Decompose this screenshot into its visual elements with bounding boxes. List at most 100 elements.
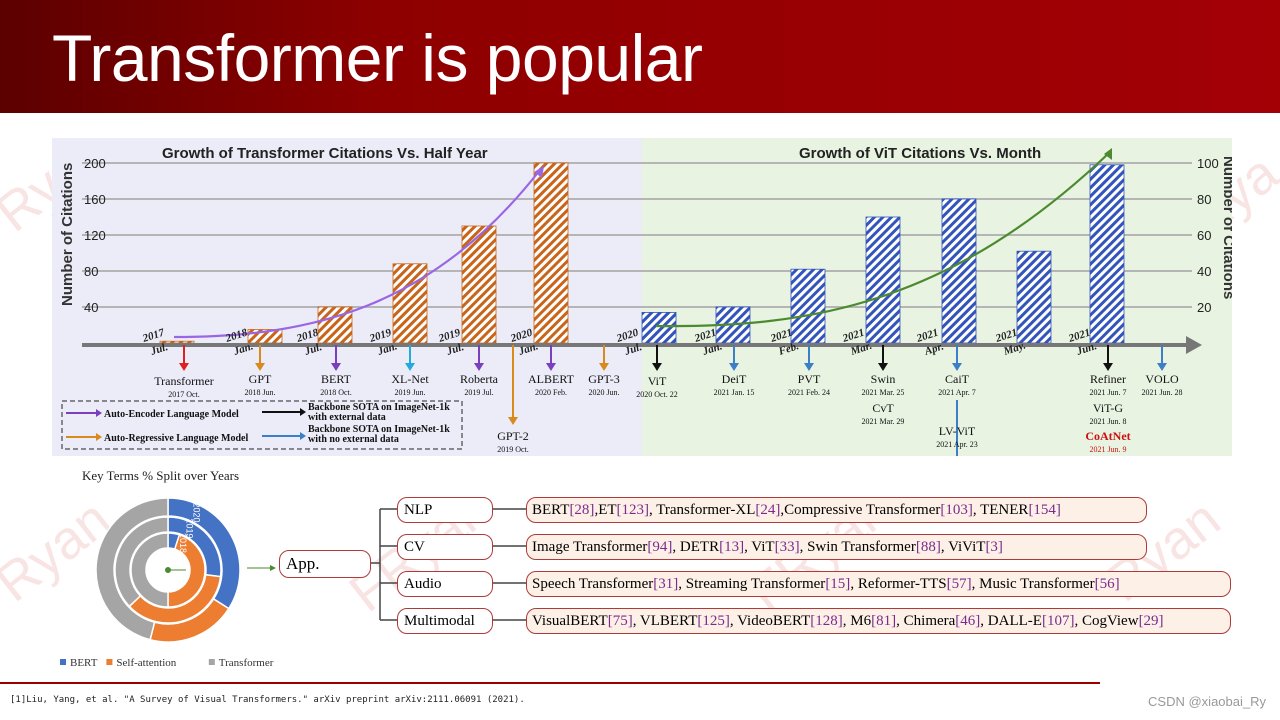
model-name-label: ALBERT	[528, 372, 575, 386]
app-item-text: , Transformer-XL	[649, 502, 756, 518]
model-date-label: 2020 Jun.	[588, 388, 619, 397]
app-item-text: , Swin Transformer	[799, 539, 916, 555]
legend-arrowhead	[96, 433, 102, 441]
model-name-label: XL-Net	[391, 372, 429, 386]
model-arrowhead	[1157, 363, 1167, 371]
app-item-text: , CogView	[1074, 613, 1139, 629]
right-trend-curve	[655, 151, 1111, 328]
app-item-text: ,Compressive Transformer	[780, 502, 941, 518]
legend-label: Auto-Regressive Language Model	[104, 433, 248, 444]
model-arrowhead	[1103, 363, 1113, 371]
model-name-label: CvT	[872, 401, 894, 415]
title-bar: Transformer is popular	[0, 0, 1280, 113]
legend-label: Backbone SOTA on ImageNet-1k with externa…	[308, 402, 450, 423]
right-chart-background	[642, 138, 1232, 456]
right-bar	[1016, 250, 1052, 344]
y-tick-label-right: 60	[1197, 228, 1211, 243]
app-item-text: Speech Transformer	[532, 576, 654, 592]
model-date-label: 2019 Oct.	[497, 445, 529, 454]
citation-ref: [13]	[719, 539, 745, 555]
y-tick-label-left: 40	[84, 300, 98, 315]
y-tick-label-left: 160	[84, 192, 106, 207]
model-arrowhead	[255, 363, 265, 371]
left-trend-arrowhead	[534, 166, 544, 178]
app-item-text: , Chimera	[896, 613, 956, 629]
y-axis-label-left: Number of Citations	[59, 163, 76, 306]
model-arrowhead	[952, 363, 962, 371]
citation-ref: [103]	[940, 502, 973, 518]
legend-arrowhead	[300, 432, 306, 440]
model-arrowhead	[179, 363, 189, 371]
left-trend-curve	[173, 169, 541, 339]
model-date-label: 2018 Oct.	[320, 388, 352, 397]
model-arrowhead	[804, 363, 814, 371]
donut-ring-label: 2018	[178, 533, 188, 553]
citation-ref: [15]	[825, 576, 851, 592]
page-title: Transformer is popular	[52, 21, 703, 95]
donut-legend-swatch	[60, 659, 66, 665]
citation-ref: [125]	[697, 613, 730, 629]
donut-legend-swatch	[106, 659, 113, 665]
citation-ref: [81]	[871, 613, 897, 629]
left-bar	[461, 225, 497, 344]
left-chart-title: Growth of Transformer Citations Vs. Half…	[162, 145, 488, 162]
app-category-cv: CV	[397, 534, 493, 560]
app-item-text: , DALL-E	[980, 613, 1042, 629]
y-tick-label-right: 100	[1197, 156, 1219, 171]
model-arrowhead	[546, 363, 556, 371]
model-name-label: CoAtNet	[1085, 429, 1130, 443]
citation-ref: [33]	[774, 539, 800, 555]
model-name-label: GPT-3	[588, 372, 620, 386]
model-arrowhead	[599, 363, 609, 371]
citation-ref: [31]	[653, 576, 679, 592]
app-item-text: VisualBERT	[532, 613, 608, 629]
key-terms-donut-panel: Key Terms % Split over Years 2020 2019 201…	[52, 468, 352, 678]
donut-segment	[114, 516, 169, 608]
left-bar	[533, 162, 569, 344]
donut-ring-label: 2019	[185, 518, 195, 538]
right-trend-arrowhead	[1104, 148, 1112, 160]
footer-divider	[0, 682, 1100, 684]
app-category-nlp: NLP	[397, 497, 493, 523]
citation-ref: [107]	[1041, 613, 1075, 629]
donut-legend-swatch	[208, 659, 215, 665]
citation-ref: [3]	[985, 539, 1003, 555]
donut-legend-label: BERT	[70, 657, 98, 669]
citation-ref: [123]	[616, 502, 650, 518]
y-tick-label-right: 80	[1197, 192, 1211, 207]
citation-ref: [75]	[607, 613, 633, 629]
donut-title: Key Terms % Split over Years	[82, 468, 240, 483]
model-arrowhead	[652, 363, 662, 371]
legend-arrowhead	[96, 409, 102, 417]
citation-ref: [28]	[569, 502, 595, 518]
app-item-text: , M6	[842, 613, 872, 629]
right-bar	[641, 311, 677, 344]
app-items-cv: Image Transformer[94], DETR[13], ViT[33]…	[526, 534, 1147, 560]
model-date-label: 2019 Jun.	[394, 388, 425, 397]
app-item-text: , Music Transformer	[971, 576, 1095, 592]
app-item-text: Image Transformer	[532, 539, 648, 555]
right-bar	[941, 198, 977, 344]
donut-ring-label: 2020	[192, 502, 202, 522]
app-item-text: , ViViT	[940, 539, 986, 555]
y-axis-label-right: Number of Citations	[1220, 156, 1232, 299]
model-name-label: BERT	[321, 372, 352, 386]
model-name-label: GPT-2	[497, 429, 529, 443]
citation-ref: [29]	[1138, 613, 1164, 629]
model-name-label: DeiT	[722, 372, 747, 386]
donut-segment	[95, 497, 169, 641]
model-date-label: 2021 Jun. 28	[1141, 388, 1182, 397]
model-date-label: 2021 Mar. 25	[862, 388, 905, 397]
credit-watermark: CSDN @xiaobai_Ry	[1148, 694, 1266, 709]
model-date-label: 2021 Mar. 29	[862, 417, 905, 426]
timeline-month-label: Apr.	[922, 340, 945, 358]
model-name-label: GPT	[249, 372, 272, 386]
model-name-label: Transformer	[154, 374, 214, 388]
citation-ref: [46]	[955, 613, 981, 629]
y-tick-label-right: 40	[1197, 264, 1211, 279]
right-bar	[865, 216, 901, 344]
app-item-text: BERT	[532, 502, 570, 518]
y-tick-label-right: 20	[1197, 300, 1211, 315]
model-name-label: CaiT	[945, 372, 970, 386]
